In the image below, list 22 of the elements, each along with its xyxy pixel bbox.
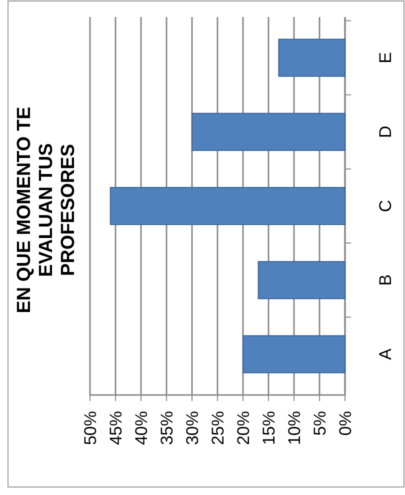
x-tick-label: 45% xyxy=(106,411,126,446)
bar xyxy=(258,261,346,300)
x-tick-label: 15% xyxy=(259,411,278,446)
x-tick-label: 25% xyxy=(208,411,228,446)
bar xyxy=(192,112,346,151)
x-tick-label: 35% xyxy=(157,411,176,446)
text: EN QUE MOMENTO TE EVALUAN TUS PROFESORES xyxy=(14,106,79,314)
x-tick-label: 0% xyxy=(336,411,355,436)
y-tick-label: E xyxy=(376,52,395,64)
bar xyxy=(110,186,346,226)
y-tick-label: B xyxy=(376,274,395,286)
x-tick-label: 30% xyxy=(182,411,202,446)
y-tick-label: A xyxy=(376,348,395,360)
x-tick-label: 40% xyxy=(132,411,151,446)
x-tick-label: 50% xyxy=(80,411,100,446)
y-tick-label: D xyxy=(376,126,395,138)
x-tick-label: 20% xyxy=(234,411,253,446)
bar xyxy=(278,38,346,77)
x-tick-label: 10% xyxy=(284,411,304,446)
y-tick-label: C xyxy=(376,200,395,212)
x-tick-label: 5% xyxy=(310,411,330,436)
bar xyxy=(242,335,346,374)
